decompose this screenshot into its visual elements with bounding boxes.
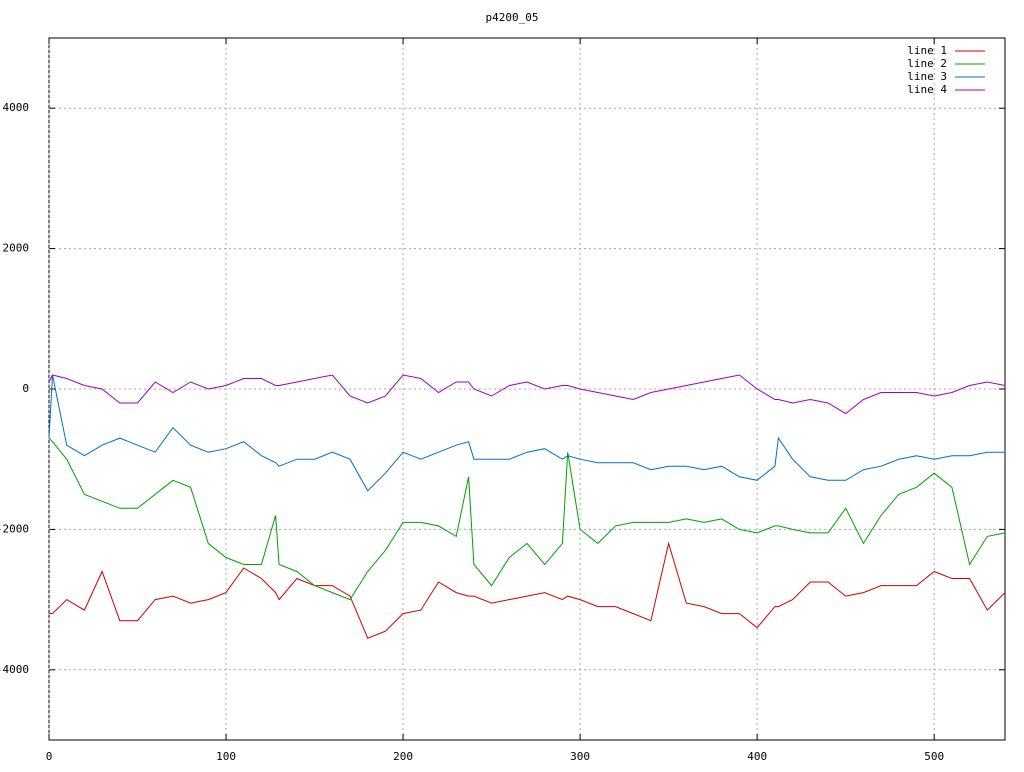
data-line bbox=[48, 374, 1005, 492]
legend-label: line 4 bbox=[907, 83, 947, 96]
x-tick-label: 400 bbox=[747, 750, 767, 763]
data-line bbox=[49, 541, 1006, 639]
data-line bbox=[48, 437, 1006, 601]
y-tick-label: -4000 bbox=[0, 663, 29, 676]
y-tick-label: 4000 bbox=[3, 101, 30, 114]
legend-label: line 3 bbox=[907, 70, 947, 83]
x-tick-label: 200 bbox=[393, 750, 413, 763]
y-tick-label: -2000 bbox=[0, 522, 29, 535]
x-tick-label: 500 bbox=[924, 750, 944, 763]
legend-label: line 2 bbox=[907, 57, 947, 70]
legend-label: line 1 bbox=[907, 44, 947, 57]
chart-title: p4200_05 bbox=[486, 11, 539, 24]
data-line bbox=[48, 374, 1006, 415]
x-tick-label: 100 bbox=[216, 750, 236, 763]
y-tick-label: 2000 bbox=[3, 242, 30, 255]
plot-frame bbox=[48, 37, 1006, 741]
x-tick-label: 300 bbox=[570, 750, 590, 763]
x-tick-label: 0 bbox=[46, 750, 53, 763]
y-tick-label: 0 bbox=[22, 382, 29, 395]
